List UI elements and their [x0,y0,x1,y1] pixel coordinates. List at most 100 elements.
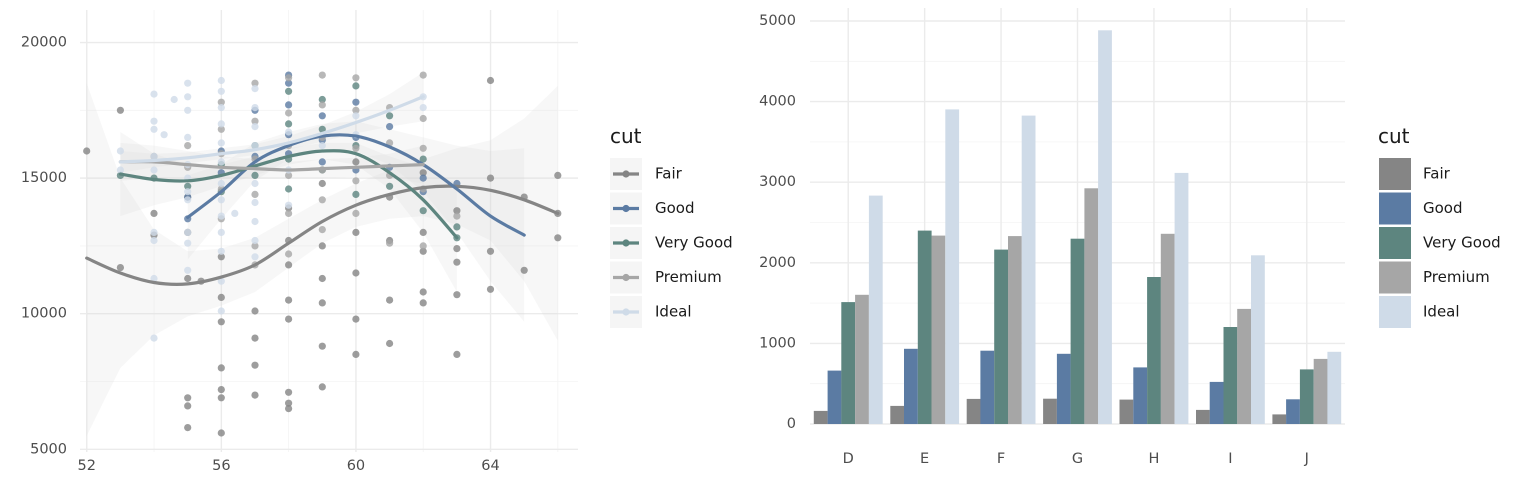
bar-premium-e [931,235,946,424]
point-fair [318,383,326,391]
point-ideal [150,228,158,236]
point-fair [184,274,192,283]
point-fair [352,269,360,277]
point-ideal [231,209,239,217]
point-ideal [352,112,360,120]
point-ideal [116,166,124,174]
point-fair [251,334,259,342]
point-fair [217,386,225,394]
point-ideal [184,239,192,247]
point-very-good [184,182,192,190]
point-fair [318,342,326,350]
point-premium [352,177,360,185]
point-ideal [217,212,225,220]
point-fair [217,253,225,261]
bar-ideal-j [1327,351,1342,424]
bar-fair-h [1119,399,1134,424]
bar-fair-i [1196,409,1210,424]
point-ideal [150,166,158,174]
confidence-band-premium [120,142,424,184]
x-tick-label: G [1072,451,1083,467]
point-premium [251,190,259,198]
point-premium [285,74,293,82]
bar-good-f [980,350,995,424]
legend-label: Ideal [655,303,692,321]
point-ideal [150,152,158,160]
point-ideal [217,139,225,147]
point-very-good [453,223,461,231]
bar-ideal-h [1174,172,1189,424]
legend-label: Premium [655,268,722,286]
point-ideal [217,228,225,236]
point-fair [453,207,461,215]
point-good [318,112,326,120]
point-fair [285,315,293,323]
x-tick-label: F [997,451,1005,467]
point-fair [318,274,326,283]
point-premium [285,109,293,117]
bar-marks [813,30,1342,425]
legend-key-good [1379,192,1411,225]
point-fair [184,394,192,402]
point-premium [251,242,259,250]
point-premium [251,79,259,87]
legend-label: Good [1423,199,1463,217]
bar-very-good-d [841,302,856,424]
point-premium [419,144,427,152]
bar-very-good-f [994,249,1008,424]
point-fair [251,307,259,315]
point-very-good [318,95,326,104]
legend-label: Very Good [655,234,733,252]
bar-very-good-j [1299,369,1314,424]
point-ideal [217,120,225,128]
y-tick-label: 15000 [21,170,67,186]
point-ideal [217,277,225,285]
bar-good-i [1209,381,1224,424]
point-fair [386,296,394,304]
confidence-band-very-good [120,132,457,292]
y-tick-label: 5000 [30,441,67,457]
point-good [318,158,326,166]
bar-premium-f [1008,236,1022,424]
scatter-smooth-lines [85,95,560,286]
point-premium [318,226,326,234]
point-ideal [251,123,259,131]
point-ideal [217,179,225,188]
bar-good-j [1286,399,1300,424]
point-good [285,101,293,109]
point-fair [352,315,360,323]
confidence-band-fair [86,83,558,436]
point-ideal [170,95,178,104]
point-fair [184,402,192,410]
point-ideal [184,133,192,141]
point-good [352,98,360,106]
point-ideal [150,274,158,283]
y-tick-label: 10000 [21,306,67,322]
point-fair [486,76,495,85]
bar-fair-e [890,405,905,424]
x-tick-label: D [843,451,854,467]
point-premium [352,209,360,217]
point-fair [285,388,293,396]
point-premium [386,239,394,247]
point-ideal [217,104,225,112]
bar-good-e [904,348,918,424]
point-very-good [386,182,394,190]
x-tick-label: J [1304,451,1309,467]
point-very-good [419,207,427,215]
point-premium [184,142,192,150]
smooth-line-fair [85,184,560,286]
legend-key-very-good [1379,227,1411,259]
point-fair [520,266,528,274]
legend-label: Fair [1423,165,1451,183]
point-fair [116,264,124,272]
point-fair [486,247,495,255]
y-tick-label: 3000 [759,174,796,190]
bar-very-good-g [1070,238,1085,424]
point-premium [352,106,360,114]
point-ideal [217,247,225,255]
legend-key-point-good [622,204,630,213]
bar-premium-h [1160,233,1175,424]
point-ideal [251,179,259,188]
